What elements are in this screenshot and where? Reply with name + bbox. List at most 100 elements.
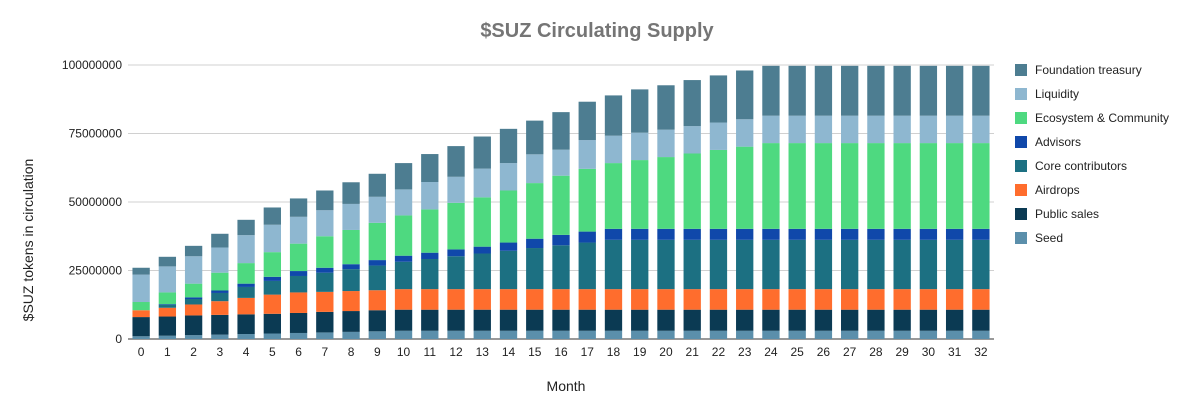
bar-seed-month-24: [762, 330, 780, 339]
bar-seed-month-23: [736, 330, 754, 339]
bar-airdrops-month-30: [919, 289, 938, 310]
bar-public-sales-month-17: [578, 309, 596, 331]
bar-ecosystem-community-month-2: [184, 283, 203, 298]
y-tick-label: 0: [115, 332, 122, 346]
bar-liquidity-month-9: [368, 196, 386, 223]
bar-airdrops-month-18: [604, 289, 623, 310]
bar-seed-month-9: [368, 331, 386, 339]
x-tick-label: 22: [712, 345, 726, 359]
bar-public-sales-month-30: [919, 309, 938, 331]
legend-label: Advisors: [1035, 135, 1082, 149]
x-tick-label: 11: [424, 345, 437, 359]
y-tick-label: 100000000: [62, 58, 122, 72]
bar-advisors-month-22: [709, 228, 728, 240]
bar-core-contributors-month-24: [762, 239, 780, 290]
bar-core-contributors-month-31: [945, 239, 964, 290]
bar-seed-month-16: [552, 330, 570, 339]
x-tick-label: 8: [348, 345, 355, 359]
bar-ecosystem-community-month-8: [342, 229, 360, 265]
bar-airdrops-month-31: [945, 289, 964, 310]
bar-seed-month-3: [211, 334, 229, 339]
bar-ecosystem-community-month-4: [237, 263, 255, 284]
bar-ecosystem-community-month-18: [604, 163, 623, 229]
bar-ecosystem-community-month-31: [945, 143, 964, 229]
bar-ecosystem-community-month-30: [919, 143, 938, 229]
bar-foundation-treasury-month-25: [788, 65, 806, 116]
bar-public-sales-month-25: [788, 309, 806, 331]
bar-foundation-treasury-month-24: [762, 65, 780, 116]
bar-airdrops-month-32: [972, 289, 990, 310]
bar-airdrops-month-21: [683, 289, 701, 310]
bar-liquidity-month-4: [237, 235, 255, 264]
bar-core-contributors-month-9: [368, 265, 386, 291]
bar-foundation-treasury-month-4: [237, 219, 255, 236]
bar-seed-month-14: [499, 330, 518, 339]
x-tick-label: 2: [190, 345, 197, 359]
bar-advisors-month-4: [237, 283, 255, 287]
bar-public-sales-month-0: [132, 317, 150, 337]
x-tick-label: 24: [764, 345, 778, 359]
bar-foundation-treasury-month-3: [211, 233, 229, 248]
x-tick-label: 27: [843, 345, 857, 359]
legend-label: Public sales: [1035, 207, 1100, 221]
bar-ecosystem-community-month-32: [972, 143, 990, 229]
bar-foundation-treasury-month-22: [709, 75, 728, 123]
x-tick-label: 31: [948, 345, 962, 359]
legend-label: Core contributors: [1035, 159, 1128, 173]
bar-liquidity-month-7: [316, 210, 334, 237]
legend-swatch: [1015, 184, 1027, 196]
bar-foundation-treasury-month-31: [945, 65, 964, 116]
bar-seed-month-30: [919, 330, 938, 339]
bar-liquidity-month-6: [289, 216, 308, 244]
bar-public-sales-month-12: [447, 309, 465, 331]
bar-core-contributors-month-28: [867, 239, 885, 290]
bar-liquidity-month-30: [919, 115, 938, 144]
bar-foundation-treasury-month-14: [499, 128, 518, 164]
bar-public-sales-month-2: [184, 315, 203, 336]
bar-ecosystem-community-month-1: [158, 292, 177, 305]
bar-core-contributors-month-21: [683, 239, 701, 290]
bar-public-sales-month-20: [657, 309, 675, 331]
bar-public-sales-month-27: [841, 309, 859, 331]
x-tick-label: 16: [554, 345, 568, 359]
bar-seed-month-2: [184, 335, 203, 339]
bar-seed-month-1: [158, 335, 177, 339]
bar-ecosystem-community-month-17: [578, 168, 596, 232]
bar-foundation-treasury-month-15: [526, 120, 544, 155]
y-tick-label: 25000000: [69, 264, 123, 278]
bar-public-sales-month-26: [814, 309, 833, 331]
x-tick-label: 17: [581, 345, 595, 359]
bar-seed-month-18: [604, 330, 623, 339]
bar-advisors-month-29: [893, 228, 911, 240]
bar-core-contributors-month-22: [709, 239, 728, 290]
bar-foundation-treasury-month-11: [421, 154, 439, 182]
legend-label: Liquidity: [1035, 87, 1080, 101]
bar-public-sales-month-6: [289, 312, 308, 333]
bar-public-sales-month-3: [211, 314, 229, 335]
chart-title: $SUZ Circulating Supply: [480, 20, 714, 42]
bar-advisors-month-17: [578, 231, 596, 243]
bar-foundation-treasury-month-6: [289, 198, 308, 217]
bar-advisors-month-16: [552, 234, 570, 246]
bar-ecosystem-community-month-15: [526, 183, 544, 239]
bar-advisors-month-5: [263, 276, 281, 281]
x-tick-label: 15: [528, 345, 542, 359]
legend-item: Core contributors: [1015, 154, 1169, 178]
bar-foundation-treasury-month-26: [814, 65, 833, 116]
x-tick-label: 6: [295, 345, 302, 359]
bar-airdrops-month-13: [473, 289, 491, 310]
legend-swatch: [1015, 208, 1027, 220]
bar-airdrops-month-14: [499, 289, 518, 310]
x-tick-label: 29: [895, 345, 909, 359]
x-tick-label: 20: [659, 345, 673, 359]
bar-seed-month-31: [945, 330, 964, 339]
bar-seed-month-32: [972, 330, 990, 339]
bar-ecosystem-community-month-9: [368, 222, 386, 261]
bar-seed-month-29: [893, 330, 911, 339]
x-tick-label: 9: [374, 345, 381, 359]
bar-advisors-month-27: [841, 228, 859, 240]
bar-core-contributors-month-25: [788, 239, 806, 290]
bar-airdrops-month-12: [447, 289, 465, 310]
bar-liquidity-month-1: [158, 266, 177, 293]
bar-ecosystem-community-month-16: [552, 175, 570, 235]
